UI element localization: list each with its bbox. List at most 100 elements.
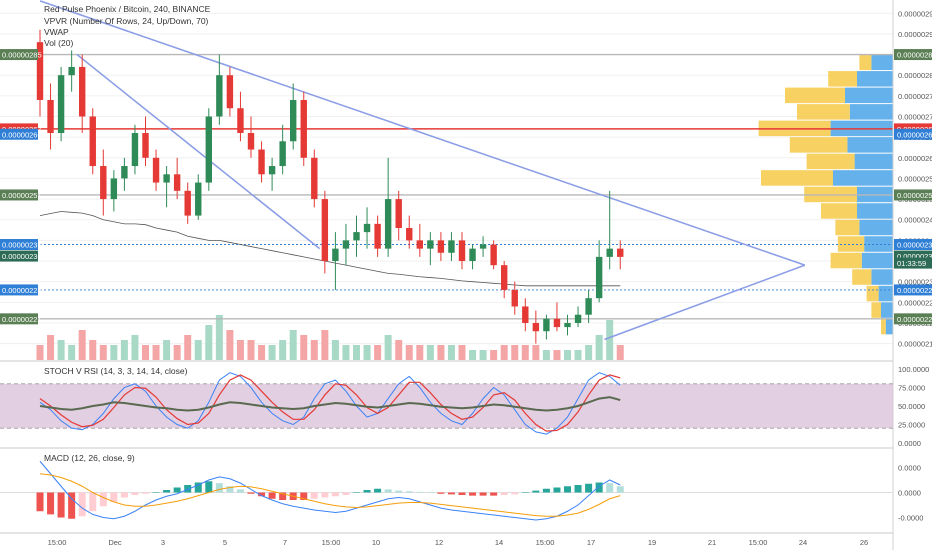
macd-hist-bar: [310, 492, 318, 499]
left-price-tag-label: 0.00000285: [2, 51, 42, 60]
indicator-vpvr: VPVR (Number Of Rows, 24, Up/Down, 70): [44, 16, 209, 26]
macd-hist-bar: [110, 492, 118, 502]
macd-hist-bar: [36, 492, 44, 512]
volume-bar: [469, 350, 477, 360]
volume-bar: [405, 345, 413, 360]
volume-bar: [363, 345, 371, 360]
candle-body: [406, 227, 413, 241]
volume-bar: [47, 335, 55, 360]
vpvr-up-bar: [861, 252, 893, 269]
stoch-tick-label: 50.0000: [898, 402, 925, 411]
price-tag: [894, 284, 932, 296]
volume-bar: [68, 345, 76, 360]
left-price-tag: [0, 313, 38, 325]
macd-hist-bar: [142, 492, 149, 494]
price-tag: [894, 239, 932, 251]
volume-bar: [606, 320, 614, 360]
candle-body: [100, 166, 107, 200]
chart-title: Red Pulse Phoenix / Bitcoin, 240, BINANC…: [44, 4, 211, 14]
time-tick-label: 19: [648, 538, 656, 547]
left-price-tags: 0.000002850.000002670.000002660.00000251…: [0, 49, 42, 325]
macd-hist-bar: [616, 486, 624, 493]
macd-hist-bar: [458, 492, 466, 495]
trendline[interactable]: [39, 0, 806, 266]
volume-bar: [131, 335, 139, 360]
macd-hist-bar: [437, 492, 445, 494]
macd-hist-bar: [342, 492, 350, 495]
volume-bar: [384, 335, 392, 360]
volume-bar: [353, 345, 360, 360]
vpvr-up-bar: [845, 87, 893, 104]
macd-hist-bar: [395, 490, 403, 493]
macd-hist-bar: [384, 489, 392, 493]
volume-bar: [490, 350, 498, 360]
time-tick-label: 3: [161, 538, 165, 547]
macd-hist-bar: [184, 485, 192, 493]
candle-body: [290, 99, 297, 142]
volume-bar: [226, 330, 234, 360]
vpvr-up-bar: [885, 318, 893, 335]
candle-body: [617, 248, 624, 257]
price-pane[interactable]: [0, 0, 893, 361]
macd-hist-bar: [511, 492, 519, 495]
volume-bar: [447, 345, 455, 360]
vpvr-down-bar: [821, 203, 857, 219]
price-tag-label: 0.00000266: [897, 130, 932, 139]
stoch-d-line: [39, 374, 621, 432]
volume-bar: [194, 340, 202, 360]
vpvr-down-bar: [806, 153, 855, 170]
volume-bar: [574, 350, 582, 360]
macd-hist-bar: [447, 492, 455, 495]
trendline[interactable]: [76, 53, 321, 250]
vpvr-down-bar: [871, 302, 881, 318]
macd-hist-bar: [215, 483, 223, 493]
macd-hist-bar: [521, 492, 529, 493]
macd-hist-bar: [574, 485, 582, 493]
vpvr-down-bar: [828, 71, 857, 87]
macd-hist-bar: [479, 492, 487, 496]
price-tag: [894, 257, 932, 269]
vpvr-down-bar: [797, 104, 850, 120]
macd-pane[interactable]: 0.0000 0.0000 -0.0000: [0, 460, 923, 523]
price-tag-label: 0.00000228: [897, 286, 932, 295]
left-price-tag-label: 0.00000228: [2, 286, 42, 295]
macd-hist-bar: [279, 492, 287, 500]
stoch-band: [0, 383, 893, 429]
candle-body: [311, 157, 318, 200]
time-axis[interactable]: 15:00 Dec 3 5 7 15:00 10 12 14 15:00 17 19 21 15:00 24…: [48, 538, 869, 547]
price-tag: [894, 49, 932, 61]
macd-hist-bar: [258, 492, 266, 497]
candle-body: [490, 244, 497, 266]
price-tag-label: 01:33:59: [897, 259, 926, 268]
stoch-rsi-pane[interactable]: 100.0000 75.0000 50.0000 25.0000 0.0000: [0, 365, 929, 448]
vpvr-up-bar: [857, 71, 893, 87]
candle-body: [606, 248, 613, 257]
stoch-tick-label: 100.0000: [898, 365, 929, 374]
volume-bar: [215, 315, 223, 360]
time-tick-label: 26: [860, 538, 868, 547]
macd-hist-bar: [405, 491, 413, 493]
volume-bar: [173, 345, 181, 360]
macd-hist-bar: [585, 483, 593, 493]
candle-body: [448, 240, 455, 253]
stoch-rsi-label: STOCH V RSI (14, 3, 3, 14, 14, close): [44, 366, 188, 376]
candle-body: [595, 256, 603, 299]
candle-body: [237, 108, 244, 134]
macd-hist-bar: [163, 490, 171, 493]
volume-bar: [595, 335, 603, 360]
trendline[interactable]: [604, 264, 806, 341]
candle-body: [142, 133, 149, 158]
candle-body: [89, 116, 96, 167]
left-price-tag-label: 0.00000236: [2, 252, 42, 261]
candle-body: [152, 157, 160, 183]
volume-bar: [310, 340, 318, 360]
candlesticks: [36, 29, 624, 344]
vpvr-down-bar: [881, 318, 886, 335]
trendlines[interactable]: [39, 0, 806, 341]
horizontal-levels: [0, 53, 893, 320]
indicator-vol: Vol (20): [44, 38, 73, 48]
candle-body: [353, 232, 360, 241]
